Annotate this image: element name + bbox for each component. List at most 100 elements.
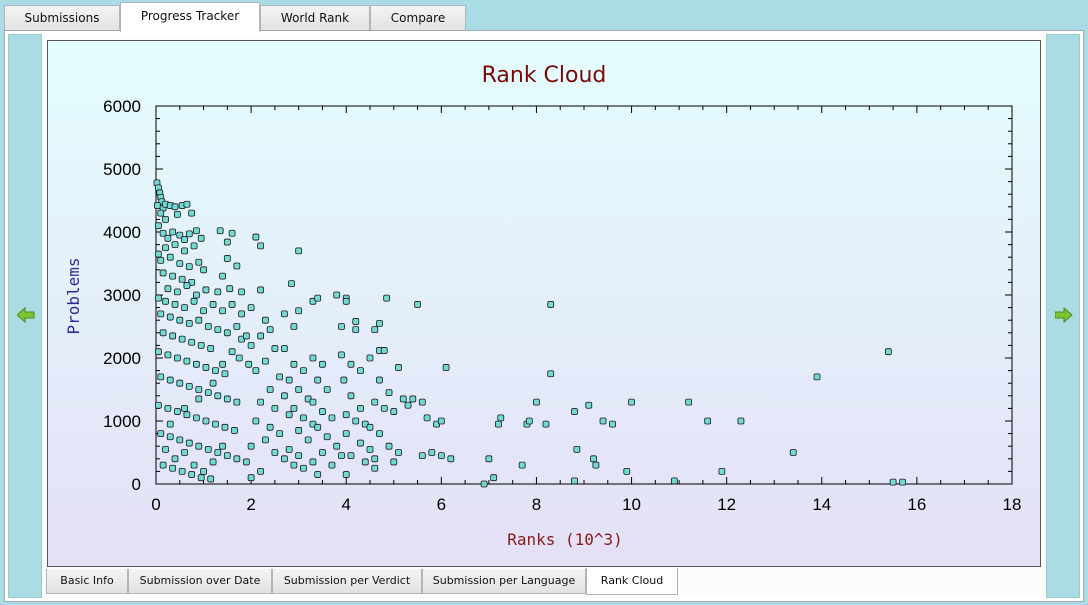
data-point xyxy=(159,329,167,337)
data-point xyxy=(352,417,360,425)
x-tick-label: 12 xyxy=(717,495,736,514)
data-point xyxy=(171,241,179,249)
data-point xyxy=(813,373,821,381)
data-point xyxy=(238,310,246,318)
y-tick-label: 0 xyxy=(132,475,141,494)
data-point xyxy=(309,354,317,362)
data-point xyxy=(233,455,241,463)
tab-rank-cloud[interactable]: Rank Cloud xyxy=(586,568,678,595)
data-point xyxy=(385,389,393,397)
data-point xyxy=(188,209,196,217)
data-point xyxy=(174,210,181,218)
data-point xyxy=(193,414,200,422)
data-point xyxy=(314,423,322,431)
data-point xyxy=(323,386,331,393)
y-tick-label: 1000 xyxy=(103,412,141,431)
data-point xyxy=(280,345,288,352)
data-point xyxy=(200,307,207,315)
tab-submissions[interactable]: Submissions xyxy=(4,5,120,31)
data-point xyxy=(899,478,907,486)
x-tick-label: 8 xyxy=(532,495,541,514)
tab-submission-per-language[interactable]: Submission per Language xyxy=(422,569,586,594)
y-tick-label: 4000 xyxy=(103,223,141,242)
data-point xyxy=(428,449,436,456)
y-axis-label: Problems xyxy=(64,257,83,334)
left-arrow-icon[interactable] xyxy=(17,307,35,323)
data-point xyxy=(685,398,693,406)
data-point xyxy=(166,420,174,428)
data-point xyxy=(437,417,445,425)
previous-chart-bar[interactable] xyxy=(8,34,42,598)
x-tick-label: 18 xyxy=(1003,495,1022,514)
data-point xyxy=(319,408,326,415)
data-point xyxy=(352,326,360,334)
data-point xyxy=(525,417,533,425)
data-point xyxy=(338,452,345,460)
tab-progress-tracker[interactable]: Progress Tracker xyxy=(120,2,260,32)
tab-submission-over-date[interactable]: Submission over Date xyxy=(128,569,272,594)
data-point xyxy=(280,310,288,318)
data-point xyxy=(169,464,177,472)
data-point xyxy=(494,420,502,428)
data-point xyxy=(181,247,188,255)
data-point xyxy=(171,203,179,211)
data-point xyxy=(231,427,238,434)
data-point xyxy=(257,467,265,475)
plot-area: 0 1000 2000 3000 4000 5000 6000 0 2 4 6 8 10 12 14 16 18 xyxy=(103,97,1021,514)
data-point xyxy=(185,439,193,447)
right-arrow-icon[interactable] xyxy=(1055,307,1073,323)
data-point xyxy=(223,452,231,460)
x-tick-label: 10 xyxy=(622,495,641,514)
data-point xyxy=(333,442,341,450)
data-point xyxy=(718,467,726,475)
data-point xyxy=(185,382,193,390)
data-point xyxy=(295,386,303,393)
data-point xyxy=(542,420,550,428)
x-tick-label: 0 xyxy=(151,495,160,514)
data-point xyxy=(162,297,169,305)
data-point xyxy=(219,307,226,315)
x-tick-label: 4 xyxy=(341,495,350,514)
data-point xyxy=(214,392,222,400)
data-point xyxy=(157,373,165,381)
plot-border xyxy=(155,105,1013,485)
tab-world-rank[interactable]: World Rank xyxy=(260,5,370,31)
data-point xyxy=(154,250,162,258)
data-point xyxy=(174,288,181,296)
data-point xyxy=(202,286,210,294)
tab-compare[interactable]: Compare xyxy=(370,5,466,31)
data-point xyxy=(409,395,417,403)
data-point xyxy=(300,464,307,472)
data-point xyxy=(300,367,307,375)
data-point xyxy=(209,458,217,466)
data-point xyxy=(371,464,379,472)
data-point xyxy=(285,411,293,419)
data-point xyxy=(166,253,174,261)
data-point xyxy=(214,326,222,334)
data-point xyxy=(209,379,217,387)
tab-submission-per-verdict[interactable]: Submission per Verdict xyxy=(272,569,422,594)
data-point xyxy=(390,458,398,466)
data-point xyxy=(314,294,322,302)
data-point xyxy=(181,449,188,456)
data-point xyxy=(219,442,226,450)
data-point xyxy=(166,433,174,441)
data-point xyxy=(319,360,326,368)
data-point xyxy=(159,461,167,469)
data-point xyxy=(889,478,897,486)
data-point xyxy=(547,370,555,378)
data-point xyxy=(366,354,374,362)
data-point xyxy=(340,376,348,384)
data-point xyxy=(238,288,246,296)
data-point xyxy=(485,455,493,463)
data-point xyxy=(212,367,219,375)
data-point xyxy=(276,430,284,438)
data-point xyxy=(623,467,631,475)
data-point xyxy=(193,360,200,368)
data-point xyxy=(704,417,712,425)
data-point xyxy=(366,445,374,453)
next-chart-bar[interactable] xyxy=(1046,34,1080,598)
x-tick-label: 6 xyxy=(437,495,446,514)
data-point xyxy=(266,326,274,334)
tab-basic-info[interactable]: Basic Info xyxy=(46,569,128,594)
